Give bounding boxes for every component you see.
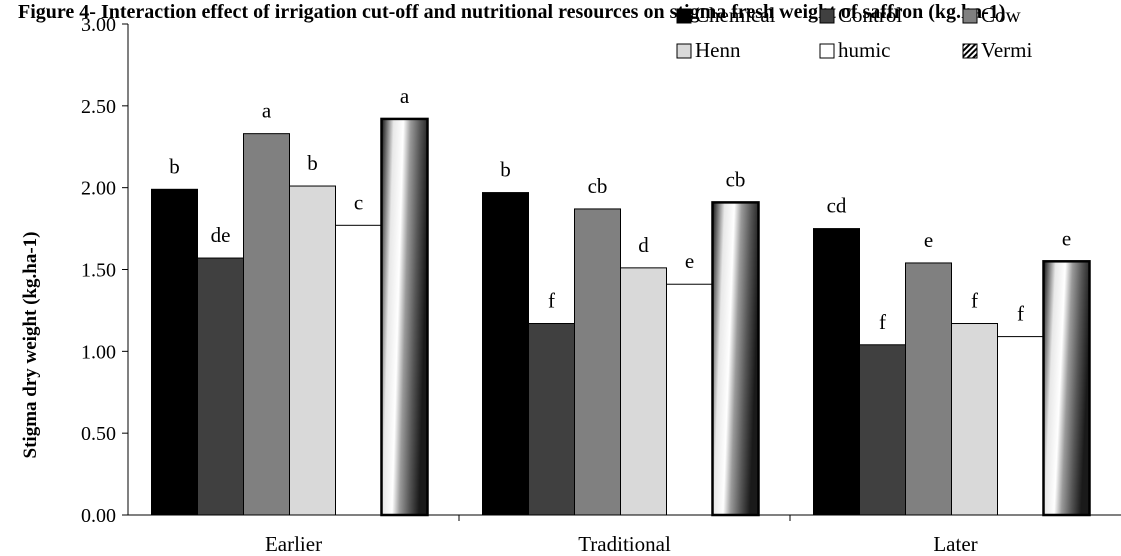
- legend-label-cow: Cow: [981, 3, 1022, 27]
- legend-label-control: Control: [838, 3, 902, 27]
- bar-cow-earlier: [243, 133, 290, 516]
- legend-swatch-control: [819, 8, 835, 24]
- significance-letter: f: [548, 289, 555, 313]
- y-tick-label: 0.50: [81, 423, 116, 445]
- significance-letter: e: [685, 249, 694, 273]
- bar-control-traditional: [528, 323, 575, 516]
- bar-cow-later: [905, 262, 952, 516]
- significance-letter: b: [307, 151, 318, 175]
- y-tick-label: 0.00: [81, 505, 116, 527]
- bar-humic-traditional: [666, 283, 713, 516]
- bars: [151, 117, 1091, 517]
- significance-letter: de: [211, 223, 231, 247]
- bar-cow-traditional: [574, 208, 621, 516]
- legend-label-henn: Henn: [695, 38, 741, 62]
- y-axis-label: Stigma dry weight (kg.ha-1): [20, 232, 41, 459]
- significance-letter: d: [638, 233, 649, 257]
- legend-swatch-humic: [819, 43, 835, 59]
- significance-letter: cb: [588, 174, 608, 198]
- bar-chemical-earlier: [151, 188, 198, 516]
- bar-chemical-traditional: [482, 192, 529, 516]
- bar-henn-later: [951, 323, 998, 516]
- bar-vermi-later: [1042, 260, 1091, 517]
- significance-letter: c: [354, 190, 363, 214]
- bar-humic-later: [997, 336, 1044, 516]
- legend-swatch-chemical: [676, 8, 692, 24]
- significance-letter: f: [879, 310, 886, 334]
- y-tick-label: 1.00: [81, 341, 116, 363]
- x-tick-label: Earlier: [265, 532, 322, 556]
- significance-letter: a: [400, 84, 410, 108]
- bar-chemical-later: [813, 228, 860, 516]
- significance-letter: cb: [726, 167, 746, 191]
- significance-letter: b: [500, 158, 511, 182]
- significance-letter: e: [1062, 226, 1071, 250]
- legend-label-humic: humic: [838, 38, 891, 62]
- axis-ticks: 0.00 0.50 1.00 1.50 2.00 2.50 3.00 Earlier Tradi…: [81, 14, 978, 556]
- chart-title: Figure 4- Interaction effect of irrigati…: [18, 1, 1005, 23]
- bar-vermi-earlier: [380, 117, 429, 517]
- significance-letter: e: [924, 228, 933, 252]
- legend-swatch-henn: [676, 43, 692, 59]
- significance-letter: f: [971, 289, 978, 313]
- bar-control-earlier: [197, 257, 244, 516]
- x-tick-label: Later: [933, 532, 977, 556]
- legend-swatch-cow: [962, 8, 978, 24]
- bar-henn-earlier: [289, 185, 336, 516]
- significance-letter: f: [1017, 302, 1024, 326]
- bar-control-later: [859, 344, 906, 516]
- bar-vermi-traditional: [711, 201, 760, 517]
- bar-humic-earlier: [335, 224, 382, 516]
- y-tick-label: 2.50: [81, 96, 116, 118]
- bar-henn-traditional: [620, 267, 667, 516]
- legend: Chemical Control Cow Henn humic Vermi: [676, 3, 1032, 62]
- legend-swatch-vermi: [962, 43, 978, 59]
- legend-label-chemical: Chemical: [695, 3, 776, 27]
- y-tick-label: 1.50: [81, 260, 116, 282]
- significance-letter: a: [262, 99, 272, 123]
- significance-letter: cd: [827, 194, 847, 218]
- significance-letter: b: [169, 154, 180, 178]
- y-tick-label: 2.00: [81, 178, 116, 200]
- y-tick-label: 3.00: [81, 14, 116, 36]
- legend-label-vermi: Vermi: [981, 38, 1032, 62]
- x-tick-label: Traditional: [578, 532, 671, 556]
